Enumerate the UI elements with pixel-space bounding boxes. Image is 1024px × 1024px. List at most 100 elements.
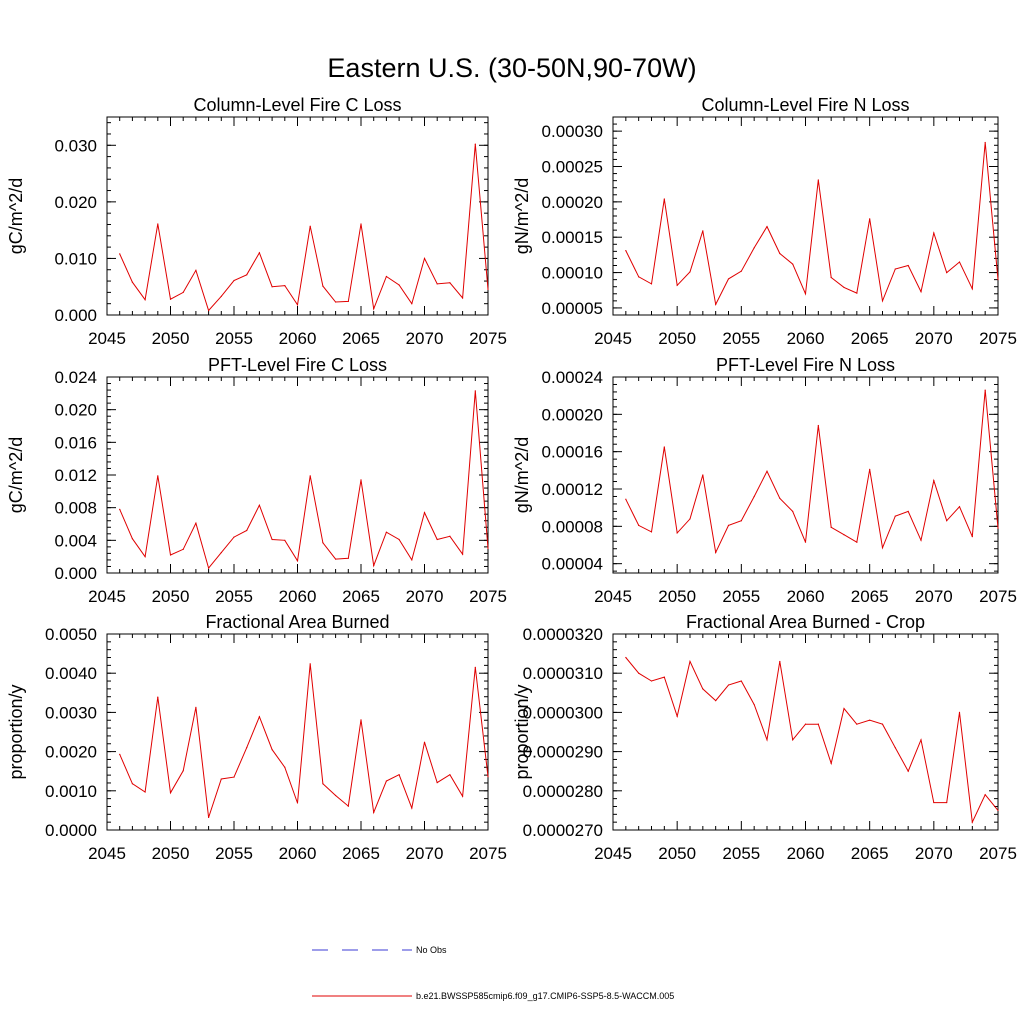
data-point [727, 524, 730, 527]
x-tick-label: 2060 [279, 329, 317, 348]
data-point [766, 470, 768, 472]
data-point [347, 557, 349, 559]
y-tick-label: 0.0000290 [523, 743, 603, 762]
data-point [753, 247, 755, 249]
data-point [258, 716, 260, 718]
data-point [638, 672, 640, 674]
data-point [233, 776, 235, 778]
data-point [309, 663, 311, 665]
data-point [843, 534, 845, 536]
data-point [195, 522, 197, 524]
data-point [933, 232, 935, 234]
x-tick-label: 2065 [342, 587, 380, 606]
y-tick-label: 0.00025 [542, 158, 603, 177]
data-point [830, 276, 832, 279]
x-tick-label: 2065 [851, 329, 889, 348]
y-axis-label: gN/m^2/d [512, 178, 532, 254]
data-point [411, 559, 413, 561]
x-tick-label: 2050 [152, 587, 190, 606]
chart-panel: 2045 2050 2055 2060 2065 2070 2075 0.0000270 0.0… [512, 612, 1017, 863]
data-point [676, 284, 678, 286]
data-point [715, 700, 717, 702]
data-point [436, 538, 438, 541]
chart-panel: 2045 2050 2055 2060 2065 2070 2075 0.00005 0.000… [512, 95, 1017, 348]
data-point [727, 278, 730, 280]
data-point [220, 295, 222, 297]
data-point [740, 270, 742, 272]
chart-panel: 2045 2050 2055 2060 2065 2070 2075 0.000 0.004 0.… [6, 355, 507, 606]
x-tick-label: 2060 [787, 329, 825, 348]
data-point [856, 541, 858, 543]
data-point [322, 542, 324, 544]
x-tick-label: 2045 [594, 587, 632, 606]
data-point [398, 774, 400, 776]
data-point [271, 286, 273, 288]
figure-title: Eastern U.S. (30-50N,90-70W) [327, 53, 696, 83]
x-tick-label: 2070 [406, 844, 444, 863]
y-tick-label: 0.008 [54, 499, 97, 518]
data-point [246, 529, 248, 532]
data-point [894, 747, 896, 749]
y-tick-label: 0.00030 [542, 122, 603, 141]
panel-title: Fractional Area Burned [205, 612, 389, 632]
data-point [933, 801, 935, 804]
y-tick-label: 0.0050 [45, 625, 97, 644]
y-tick-label: 0.00005 [542, 299, 603, 318]
x-tick-label: 2055 [215, 587, 253, 606]
data-point [246, 747, 248, 749]
panel-title: PFT-Level Fire C Loss [208, 355, 387, 375]
series-line [625, 390, 999, 555]
y-tick-label: 0.00004 [542, 555, 603, 574]
data-point [856, 292, 858, 294]
data-point [792, 263, 794, 265]
data-point [792, 739, 794, 741]
data-point [208, 567, 210, 569]
data-point [347, 300, 349, 303]
x-tick-label: 2065 [851, 844, 889, 863]
data-point [487, 547, 489, 550]
x-tick-label: 2055 [722, 844, 760, 863]
data-point [907, 510, 909, 512]
data-point [360, 223, 362, 225]
data-point [702, 230, 704, 232]
data-point [984, 794, 986, 796]
data-point [869, 719, 871, 721]
data-point [373, 565, 375, 567]
data-point [360, 719, 362, 721]
x-tick-label: 2075 [469, 329, 507, 348]
data-point [474, 666, 476, 668]
data-point [436, 781, 438, 784]
series-line [119, 390, 489, 570]
data-point [663, 446, 665, 448]
panel-title: Fractional Area Burned - Crop [686, 612, 925, 632]
x-tick-label: 2060 [279, 587, 317, 606]
data-point [449, 282, 451, 284]
data-point [347, 805, 349, 807]
data-point [689, 271, 691, 273]
data-point [958, 506, 961, 508]
data-point [650, 680, 653, 682]
data-point [157, 696, 159, 698]
data-point [373, 308, 375, 310]
x-tick-label: 2055 [722, 329, 760, 348]
data-point [195, 269, 197, 271]
data-point [373, 811, 375, 813]
data-point [625, 250, 627, 252]
data-point [195, 706, 197, 708]
x-tick-label: 2050 [658, 844, 696, 863]
data-point [157, 223, 159, 225]
data-point [284, 284, 286, 287]
y-tick-label: 0.0030 [45, 703, 97, 722]
data-point [246, 274, 248, 276]
data-point [663, 198, 665, 200]
y-tick-label: 0.020 [54, 401, 97, 420]
x-tick-label: 2075 [979, 587, 1017, 606]
data-point [462, 795, 464, 797]
y-tick-label: 0.000 [54, 306, 97, 325]
data-point [997, 527, 999, 529]
x-tick-label: 2065 [851, 587, 889, 606]
data-point [894, 515, 896, 517]
data-point [296, 560, 299, 562]
data-point [449, 774, 451, 776]
data-point [271, 538, 273, 541]
